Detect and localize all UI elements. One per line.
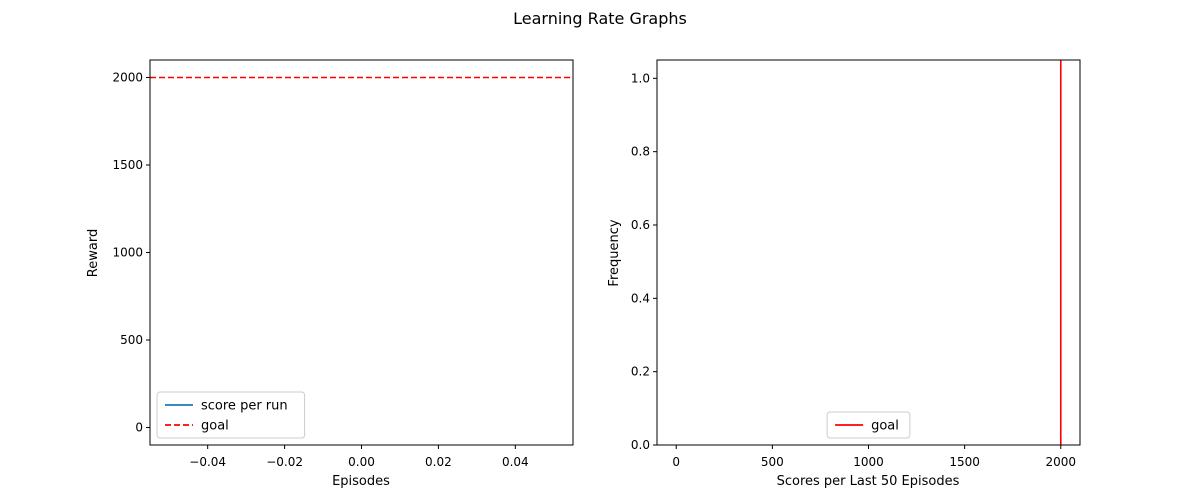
- reward-chart-xtick-label: −0.02: [266, 455, 303, 469]
- reward-chart-xtick-label: 0.02: [425, 455, 452, 469]
- reward-chart-legend-label: goal: [201, 419, 229, 434]
- reward-chart-ytick-label: 2000: [112, 71, 143, 85]
- frequency-chart-ytick-label: 0.2: [631, 365, 650, 379]
- reward-chart: Episodes Reward −0.04 −0.02 0.00 0.02 0.04 0 5…: [86, 59, 574, 489]
- frequency-chart-xtick-label: 1500: [949, 455, 980, 469]
- reward-chart-ytick-label: 1000: [112, 246, 143, 260]
- reward-chart-ytick-label: 0: [135, 421, 143, 435]
- frequency-chart-xtick-label: 500: [761, 455, 784, 469]
- frequency-chart-ytick-label: 0.4: [631, 291, 650, 305]
- reward-chart-xtick-label: −0.04: [189, 455, 226, 469]
- frequency-chart-ytick-label: 0.0: [631, 438, 650, 452]
- figure-title: Learning Rate Graphs: [513, 9, 687, 28]
- frequency-chart-xtick-label: 1000: [853, 455, 884, 469]
- frequency-chart-frame: [656, 59, 1081, 446]
- frequency-chart-xtick-label: 2000: [1045, 455, 1076, 469]
- reward-chart-xlabel: Episodes: [332, 474, 390, 489]
- reward-chart-legend-box: [156, 391, 306, 439]
- frequency-chart-ylabel: Frequency: [607, 219, 622, 286]
- frequency-chart-legend-box: [826, 411, 911, 439]
- reward-chart-ytick-label: 1500: [112, 158, 143, 172]
- frequency-chart-legend: goal: [826, 411, 911, 439]
- frequency-chart-legend-label: goal: [871, 419, 899, 434]
- frequency-chart-xlabel: Scores per Last 50 Episodes: [777, 474, 960, 489]
- reward-chart-legend: score per run goal: [156, 391, 306, 439]
- reward-chart-legend-label: score per run: [201, 399, 288, 414]
- frequency-chart: Scores per Last 50 Episodes Frequency 0 5…: [607, 59, 1081, 489]
- frequency-chart-ytick-label: 0.8: [631, 145, 650, 159]
- reward-chart-xtick-label: 0.00: [348, 455, 375, 469]
- frequency-chart-xtick-label: 0: [672, 455, 680, 469]
- reward-chart-frame: [149, 59, 574, 446]
- reward-chart-ylabel: Reward: [86, 229, 101, 277]
- reward-chart-xtick-label: 0.04: [502, 455, 529, 469]
- frequency-chart-ytick-label: 0.6: [631, 218, 650, 232]
- reward-chart-ytick-label: 500: [120, 333, 143, 347]
- frequency-chart-ytick-label: 1.0: [631, 71, 650, 85]
